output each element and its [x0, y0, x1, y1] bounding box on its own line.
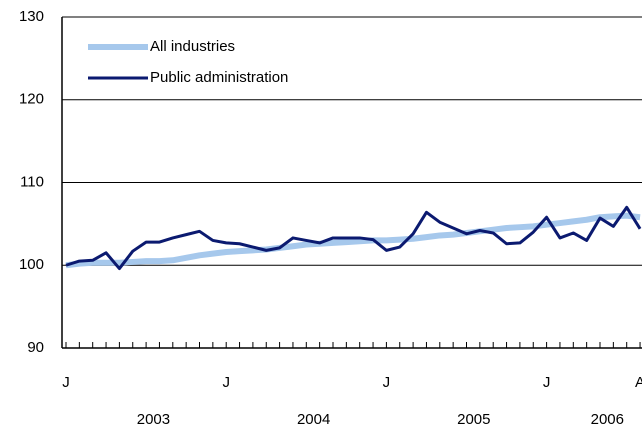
x-tick-label: J — [543, 374, 551, 391]
x-group-label: 2006 — [591, 411, 624, 428]
series-line — [65, 212, 641, 269]
x-tick-label: J — [383, 374, 391, 391]
y-tick-label: 90 — [27, 339, 44, 356]
legend-label: Public administration — [150, 69, 288, 86]
x-group-label: 2004 — [297, 411, 330, 428]
x-group-label: 2003 — [137, 411, 170, 428]
x-group-label: 2005 — [457, 411, 490, 428]
x-tick-label: J — [222, 374, 230, 391]
legend-label: All industries — [150, 38, 235, 55]
x-tick-label: A — [635, 374, 642, 391]
series-line — [65, 205, 642, 271]
y-tick-label: 130 — [19, 8, 44, 25]
x-tick-label: J — [62, 374, 70, 391]
y-tick-label: 100 — [19, 256, 44, 273]
y-tick-label: 110 — [20, 173, 44, 190]
y-tick-label: 120 — [19, 91, 44, 108]
